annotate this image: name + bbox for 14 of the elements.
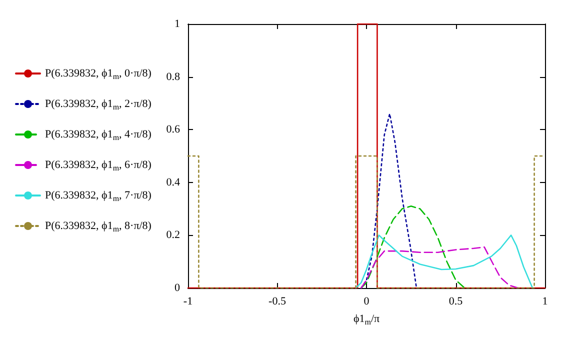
y-tick-label: 0.4	[166, 176, 180, 188]
y-tick-label: 0.2	[166, 229, 180, 242]
y-tick-label: 0.8	[166, 70, 180, 83]
x-tick-label: -0.5	[268, 296, 286, 308]
line-series	[360, 206, 466, 289]
line-series	[360, 246, 519, 289]
x-tick-label: 0	[364, 296, 370, 308]
line-series	[355, 234, 534, 289]
y-tick-label: 1	[174, 18, 180, 30]
x-tick-label: 0.5	[448, 296, 464, 308]
y-tick-label: 0	[174, 282, 180, 294]
y-tick-label: 0.6	[166, 124, 180, 136]
x-tick-label: 1	[542, 296, 548, 308]
x-tick-label: -1	[183, 296, 193, 308]
